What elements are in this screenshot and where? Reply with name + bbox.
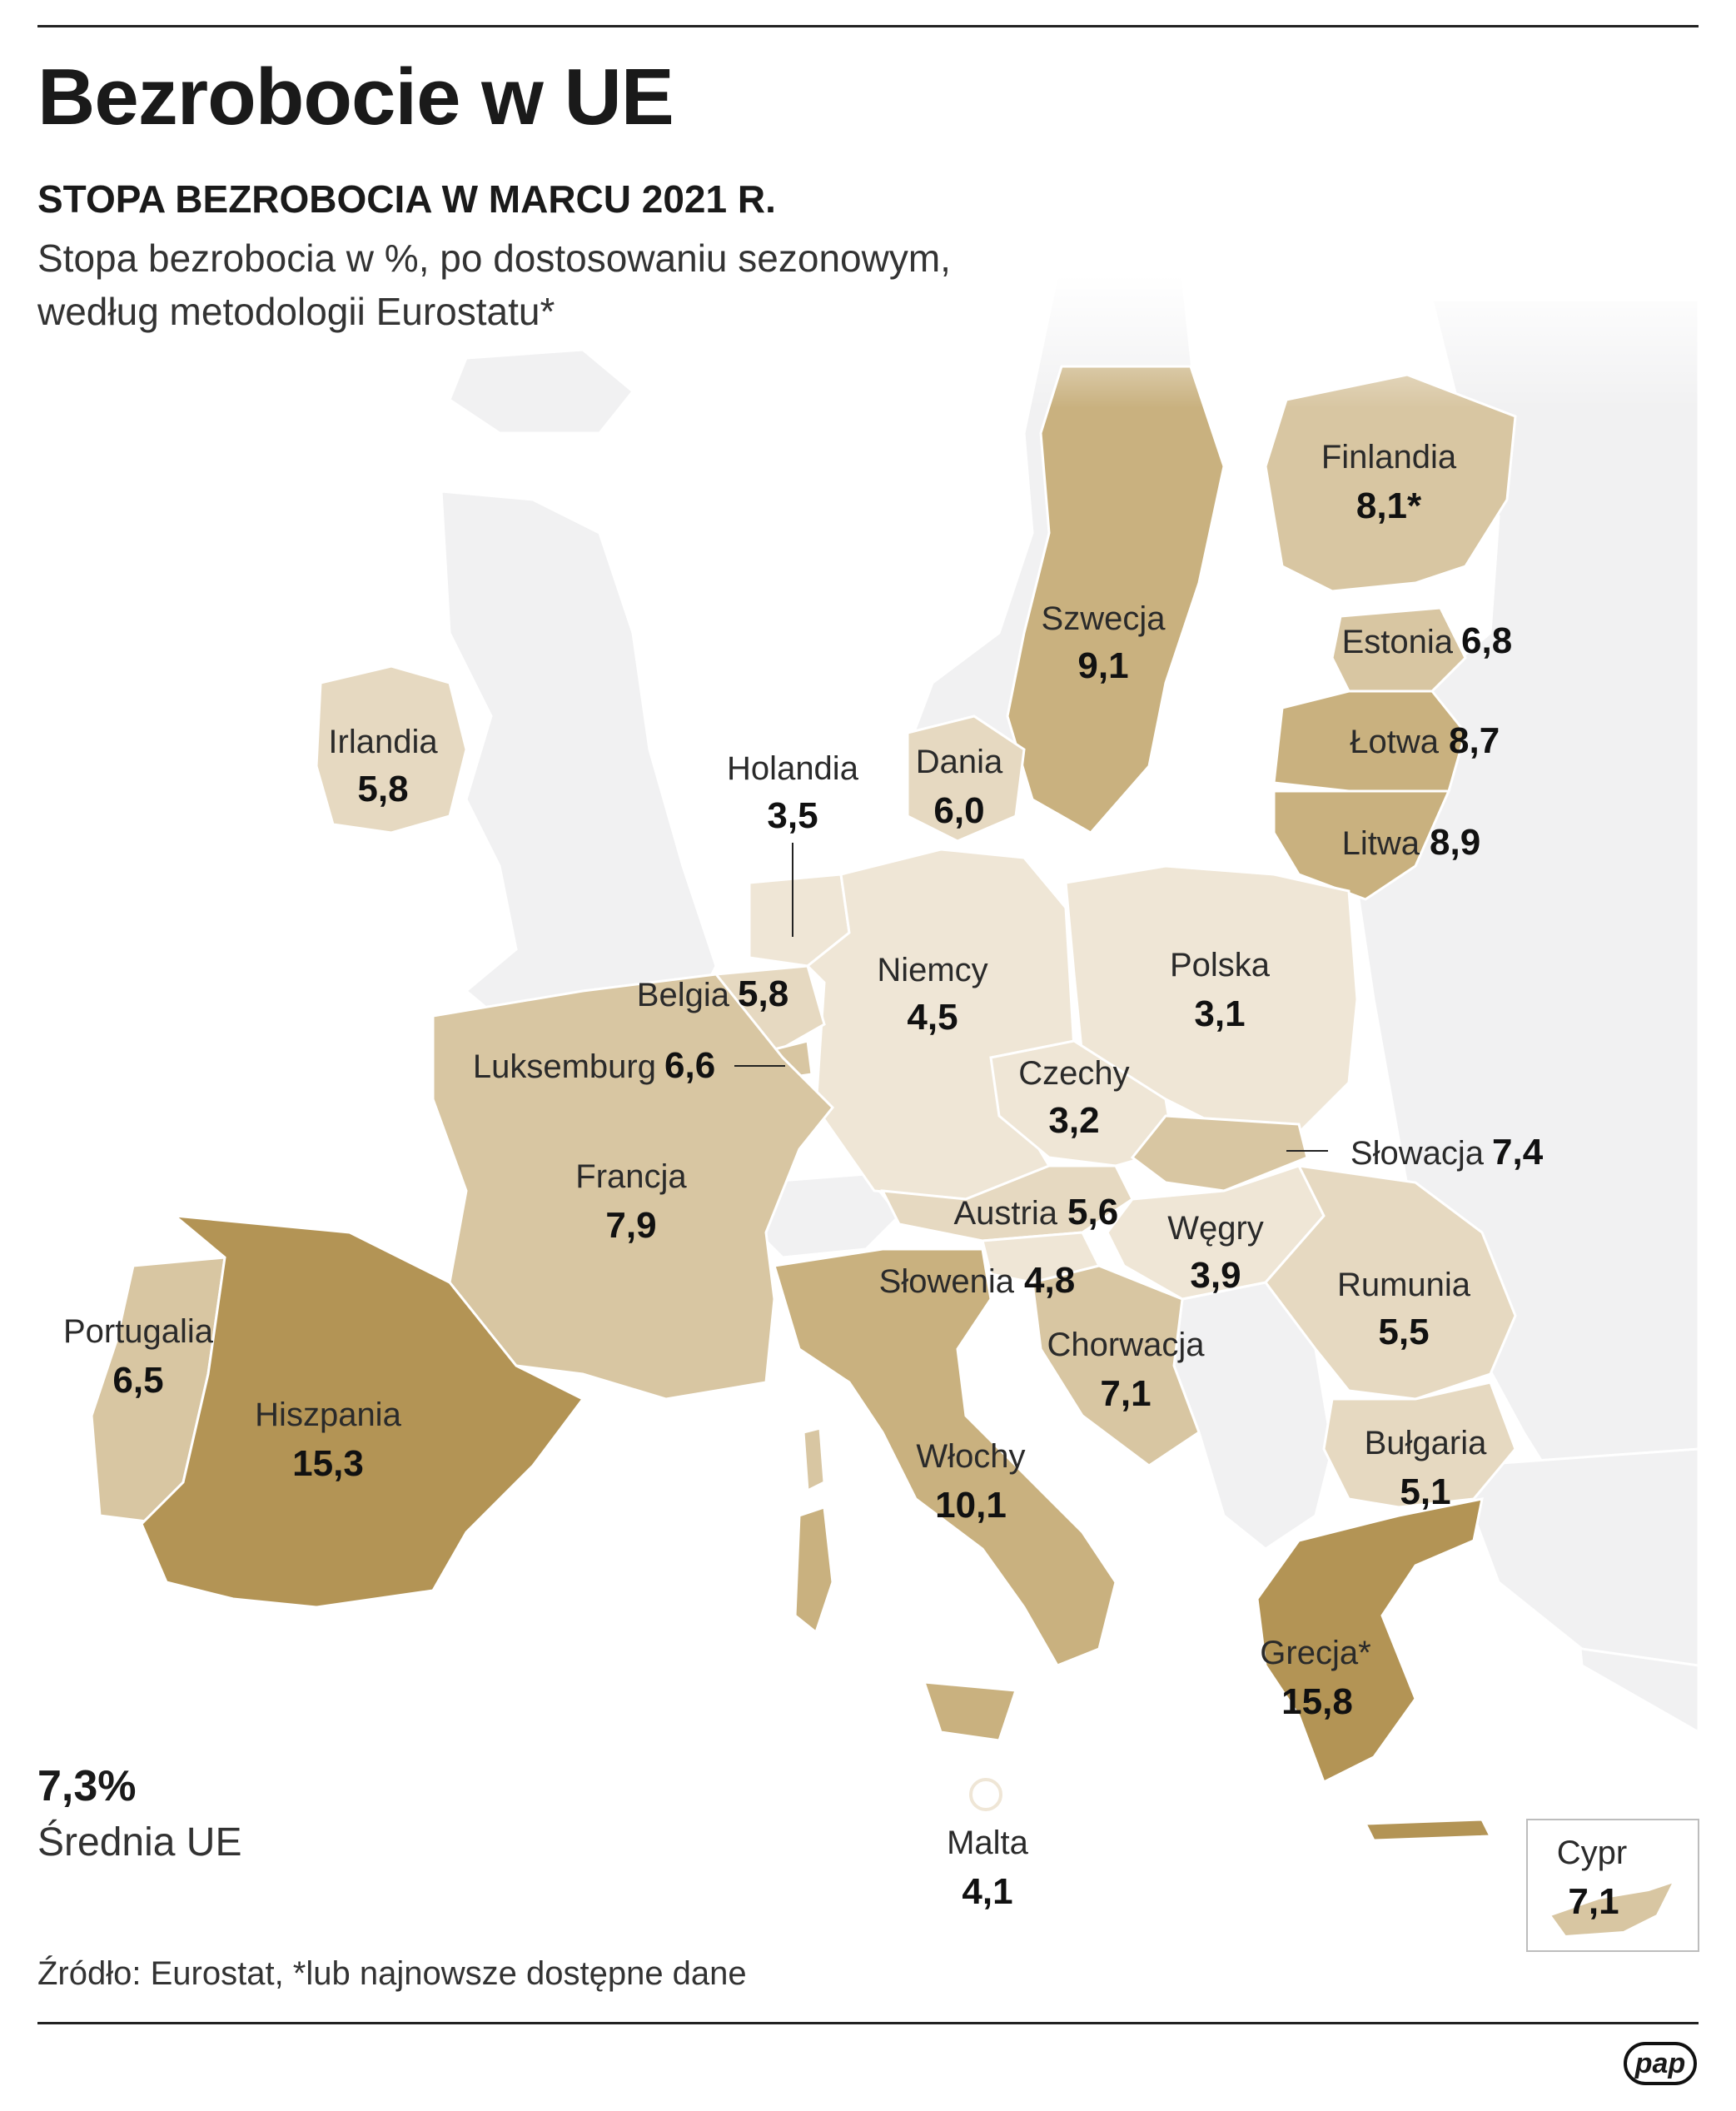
label-irlandia-name: Irlandia: [328, 724, 438, 760]
country-wlochy[interactable]: [773, 1247, 1117, 1667]
label-czechy-name: Czechy: [1018, 1055, 1129, 1092]
label-wlochy-name: Włochy: [916, 1438, 1025, 1475]
label-polska-name: Polska: [1170, 947, 1271, 983]
label-litwa-name: Litwa: [1342, 825, 1420, 862]
eu-average-value: 7,3%: [37, 1762, 137, 1810]
leader-lines: [734, 843, 1328, 1152]
russia-east-region: [1347, 298, 1700, 1735]
label-austria-value: 5,6: [1067, 1192, 1118, 1232]
label-bulgaria-value: 5,1: [1400, 1471, 1450, 1512]
label-wegry-value: 3,9: [1190, 1255, 1241, 1296]
page-subtitle: STOPA BEZROBOCIA W MARCU 2021 R.: [37, 177, 776, 221]
label-finlandia-name: Finlandia: [1321, 439, 1457, 475]
label-niemcy-value: 4,5: [907, 997, 958, 1038]
label-francja-value: 7,9: [605, 1205, 656, 1246]
country-polska[interactable]: [1064, 864, 1359, 1134]
country-bulgaria[interactable]: [1322, 1381, 1517, 1509]
description-line-2: według metodologii Eurostatu*: [37, 290, 555, 333]
iceland-region: [448, 348, 635, 435]
country-labels: Finlandia 8,1* Szwecja 9,1 Estonia 6,8 Ł…: [63, 439, 1627, 1922]
label-estonia-value: 6,8: [1461, 620, 1512, 661]
label-portugalia-name: Portugalia: [63, 1313, 214, 1350]
label-dania-name: Dania: [916, 744, 1003, 780]
label-hiszpania-value: 15,3: [292, 1443, 364, 1484]
top-rule: [37, 25, 1699, 27]
label-szwecja-name: Szwecja: [1042, 600, 1166, 637]
description-line-1: Stopa bezrobocia w %, po dostosowaniu se…: [37, 236, 951, 280]
label-luksemburg-value: 6,6: [664, 1045, 715, 1086]
page-title: Bezrobocie w UE: [37, 52, 674, 142]
uk-region: [440, 490, 718, 1051]
label-slowacja-value: 7,4: [1492, 1132, 1544, 1173]
country-francja[interactable]: [431, 973, 835, 1401]
label-portugalia-value: 6,5: [112, 1360, 163, 1401]
label-niemcy-name: Niemcy: [877, 952, 987, 988]
label-malta-value: 4,1: [962, 1871, 1012, 1912]
island-sardynia[interactable]: [793, 1505, 834, 1635]
label-wegry-name: Węgry: [1167, 1210, 1264, 1247]
label-slowenia-name: Słowenia: [879, 1263, 1015, 1300]
label-litwa-value: 8,9: [1430, 822, 1480, 863]
label-cypr-value: 7,1: [1568, 1881, 1619, 1922]
label-lotwa-value: 8,7: [1449, 720, 1500, 761]
label-grecja-name: Grecja*: [1260, 1635, 1370, 1671]
country-grecja[interactable]: [1256, 1497, 1484, 1785]
island-sicilia[interactable]: [922, 1680, 1018, 1742]
label-finlandia-value: 8,1*: [1356, 485, 1422, 526]
label-malta-name: Malta: [947, 1825, 1029, 1861]
country-chorwacja[interactable]: [1031, 1264, 1201, 1467]
label-hiszpania-name: Hiszpania: [255, 1397, 401, 1433]
country-lotwa[interactable]: [1272, 690, 1467, 793]
label-szwecja-value: 9,1: [1077, 645, 1128, 686]
country-hiszpania[interactable]: [140, 1214, 585, 1609]
label-irlandia-value: 5,8: [357, 769, 408, 809]
island-korsyka[interactable]: [802, 1426, 826, 1493]
country-szwecja[interactable]: [1006, 365, 1226, 834]
label-czechy-value: 3,2: [1048, 1100, 1099, 1141]
turkey-region: [1464, 1447, 1700, 1667]
label-belgia-name: Belgia: [637, 977, 730, 1013]
label-polska-value: 3,1: [1194, 993, 1245, 1034]
label-chorwacja-name: Chorwacja: [1047, 1327, 1206, 1363]
label-slowacja-name: Słowacja: [1350, 1135, 1485, 1172]
label-holandia-name: Holandia: [727, 750, 859, 787]
country-dania[interactable]: [906, 714, 1026, 843]
bottom-rule: [37, 2022, 1699, 2024]
page-description: Stopa bezrobocia w %, po dostosowaniu se…: [37, 232, 951, 338]
eu-countries: [90, 365, 1517, 1842]
label-luksemburg-name: Luksemburg: [473, 1048, 656, 1085]
label-belgia-value: 5,8: [738, 973, 788, 1014]
source-note: Źródło: Eurostat, *lub najnowsze dostępn…: [37, 1955, 747, 1992]
eu-average-label: Średnia UE: [37, 1820, 242, 1865]
country-irlandia[interactable]: [315, 665, 468, 834]
country-litwa[interactable]: [1272, 789, 1451, 901]
cyprus-inset: [1526, 1819, 1699, 1952]
island-kreta[interactable]: [1363, 1818, 1493, 1842]
country-cypr[interactable]: [1549, 1880, 1675, 1938]
label-rumunia-name: Rumunia: [1337, 1267, 1471, 1303]
label-austria-name: Austria: [954, 1195, 1058, 1232]
label-holandia-value: 3,5: [767, 795, 818, 836]
label-lotwa-name: Łotwa: [1350, 724, 1439, 760]
label-estonia-name: Estonia: [1342, 624, 1454, 660]
label-bulgaria-name: Bułgaria: [1365, 1425, 1488, 1461]
label-dania-value: 6,0: [933, 790, 984, 831]
label-slowenia-value: 4,8: [1024, 1260, 1075, 1301]
map-top-fade: [999, 275, 1699, 408]
pap-logo: pap: [1624, 2042, 1697, 2085]
country-malta[interactable]: [969, 1778, 1002, 1811]
label-wlochy-value: 10,1: [935, 1485, 1007, 1526]
label-francja-name: Francja: [575, 1158, 687, 1195]
label-rumunia-value: 5,5: [1378, 1312, 1429, 1352]
label-cypr-name: Cypr: [1557, 1835, 1627, 1871]
label-chorwacja-value: 7,1: [1100, 1373, 1151, 1414]
label-grecja-value: 15,8: [1281, 1681, 1353, 1722]
